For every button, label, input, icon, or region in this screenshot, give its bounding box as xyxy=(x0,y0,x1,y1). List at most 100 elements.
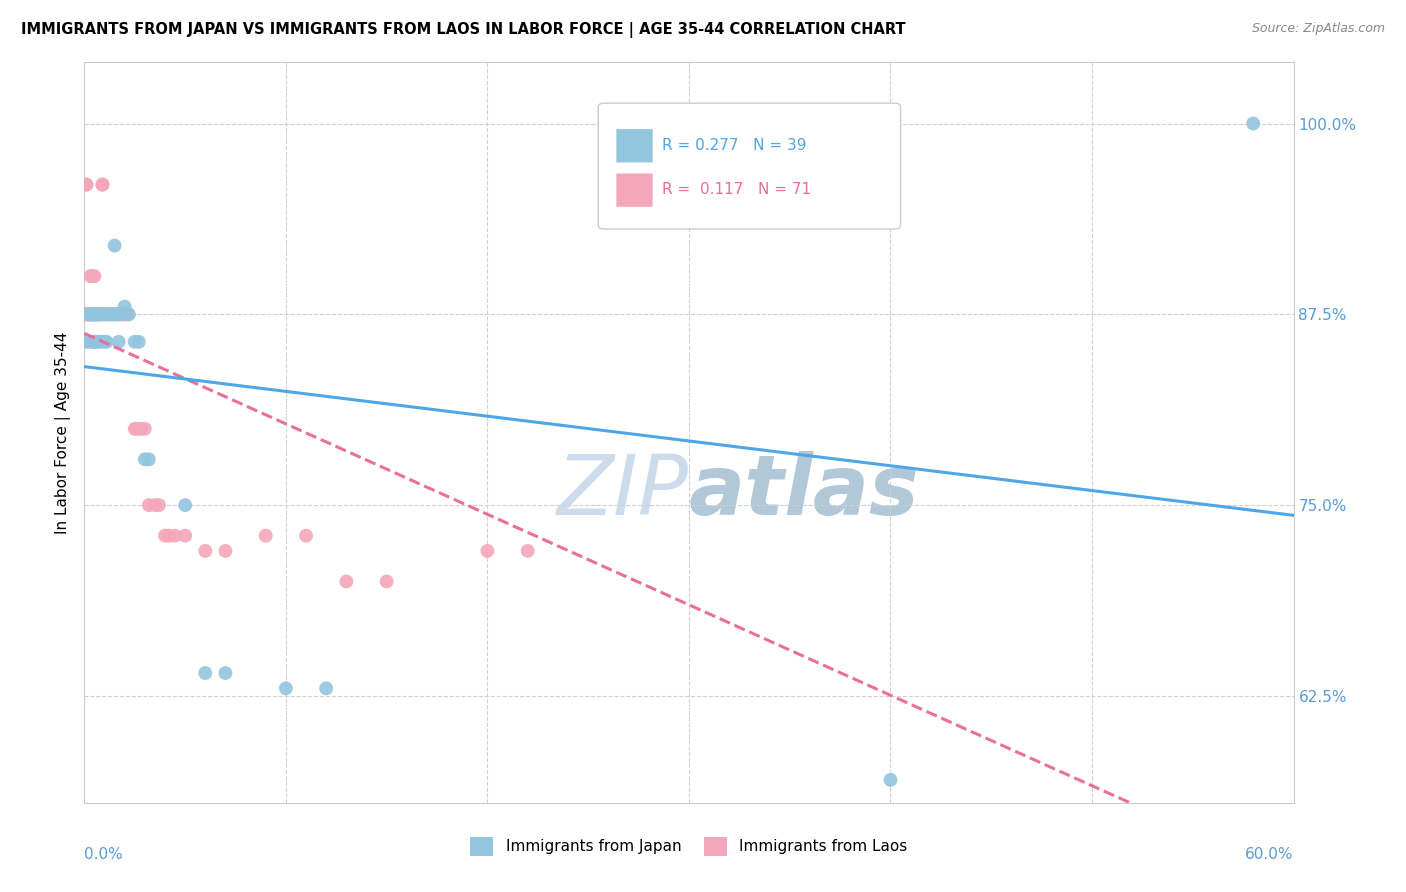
Point xyxy=(101,307,124,321)
Point xyxy=(93,307,115,321)
Point xyxy=(87,307,110,321)
Point xyxy=(129,422,152,436)
Point xyxy=(79,307,101,321)
Point xyxy=(86,307,108,321)
Point xyxy=(73,307,96,321)
Point xyxy=(165,529,187,543)
Point xyxy=(101,307,124,321)
Point xyxy=(75,178,97,192)
Point xyxy=(87,307,110,321)
Point xyxy=(148,498,170,512)
Point xyxy=(83,307,105,321)
Text: atlas: atlas xyxy=(689,451,920,533)
Point xyxy=(83,307,105,321)
Point xyxy=(86,307,108,321)
Point xyxy=(194,544,217,558)
Point xyxy=(75,334,97,349)
FancyBboxPatch shape xyxy=(616,129,652,162)
Point xyxy=(86,334,108,349)
Point xyxy=(82,307,104,321)
Text: IMMIGRANTS FROM JAPAN VS IMMIGRANTS FROM LAOS IN LABOR FORCE | AGE 35-44 CORRELA: IMMIGRANTS FROM JAPAN VS IMMIGRANTS FROM… xyxy=(21,22,905,38)
Point xyxy=(114,300,136,314)
Point xyxy=(77,307,100,321)
Point xyxy=(138,452,160,467)
Point xyxy=(115,307,138,321)
Point xyxy=(100,307,122,321)
Point xyxy=(477,544,499,558)
Point xyxy=(114,307,136,321)
Point xyxy=(79,334,101,349)
Point xyxy=(335,574,357,589)
Point xyxy=(174,498,197,512)
Point xyxy=(73,334,96,349)
Point xyxy=(114,307,136,321)
Point xyxy=(134,452,156,467)
Point xyxy=(104,238,127,252)
Point xyxy=(91,307,114,321)
Point xyxy=(87,307,110,321)
Point xyxy=(82,334,104,349)
Point xyxy=(87,307,110,321)
Legend: Immigrants from Japan, Immigrants from Laos: Immigrants from Japan, Immigrants from L… xyxy=(464,831,914,862)
Point xyxy=(83,334,105,349)
Point xyxy=(75,307,97,321)
Point xyxy=(194,666,217,681)
Point xyxy=(274,681,297,696)
Point xyxy=(174,529,197,543)
Point xyxy=(73,307,96,321)
Point xyxy=(83,269,105,284)
Point xyxy=(375,574,398,589)
Point xyxy=(104,307,127,321)
Point xyxy=(516,544,538,558)
Point xyxy=(128,334,150,349)
Point xyxy=(134,422,156,436)
Point xyxy=(77,307,100,321)
Point xyxy=(83,334,105,349)
Point xyxy=(93,334,115,349)
Point xyxy=(79,269,101,284)
Point xyxy=(89,307,111,321)
Point xyxy=(105,307,128,321)
Point xyxy=(97,307,120,321)
Point xyxy=(143,498,166,512)
Point xyxy=(82,307,104,321)
Point xyxy=(110,307,132,321)
Point xyxy=(125,422,148,436)
Point xyxy=(86,307,108,321)
Point xyxy=(254,529,277,543)
Point xyxy=(110,307,132,321)
Text: ZIP: ZIP xyxy=(557,451,689,533)
Point xyxy=(118,307,141,321)
Point xyxy=(295,529,318,543)
Point xyxy=(83,307,105,321)
Point xyxy=(79,307,101,321)
Point xyxy=(214,666,236,681)
Point xyxy=(93,307,115,321)
Point xyxy=(138,498,160,512)
Point xyxy=(100,307,122,321)
Point xyxy=(96,307,118,321)
Point xyxy=(105,307,128,321)
Point xyxy=(124,422,146,436)
Text: 60.0%: 60.0% xyxy=(1246,847,1294,863)
Point xyxy=(104,307,127,321)
Point xyxy=(1241,116,1264,130)
Point xyxy=(214,544,236,558)
FancyBboxPatch shape xyxy=(616,173,652,207)
Point xyxy=(83,307,105,321)
Point xyxy=(105,307,128,321)
FancyBboxPatch shape xyxy=(599,103,901,229)
Point xyxy=(83,307,105,321)
Point xyxy=(77,307,100,321)
Text: 0.0%: 0.0% xyxy=(84,847,124,863)
Point xyxy=(75,178,97,192)
Point xyxy=(93,307,115,321)
Point xyxy=(124,334,146,349)
Point xyxy=(118,307,141,321)
Point xyxy=(107,307,129,321)
Point xyxy=(73,307,96,321)
Point xyxy=(89,307,111,321)
Point xyxy=(315,681,337,696)
Text: Source: ZipAtlas.com: Source: ZipAtlas.com xyxy=(1251,22,1385,36)
Point xyxy=(157,529,180,543)
